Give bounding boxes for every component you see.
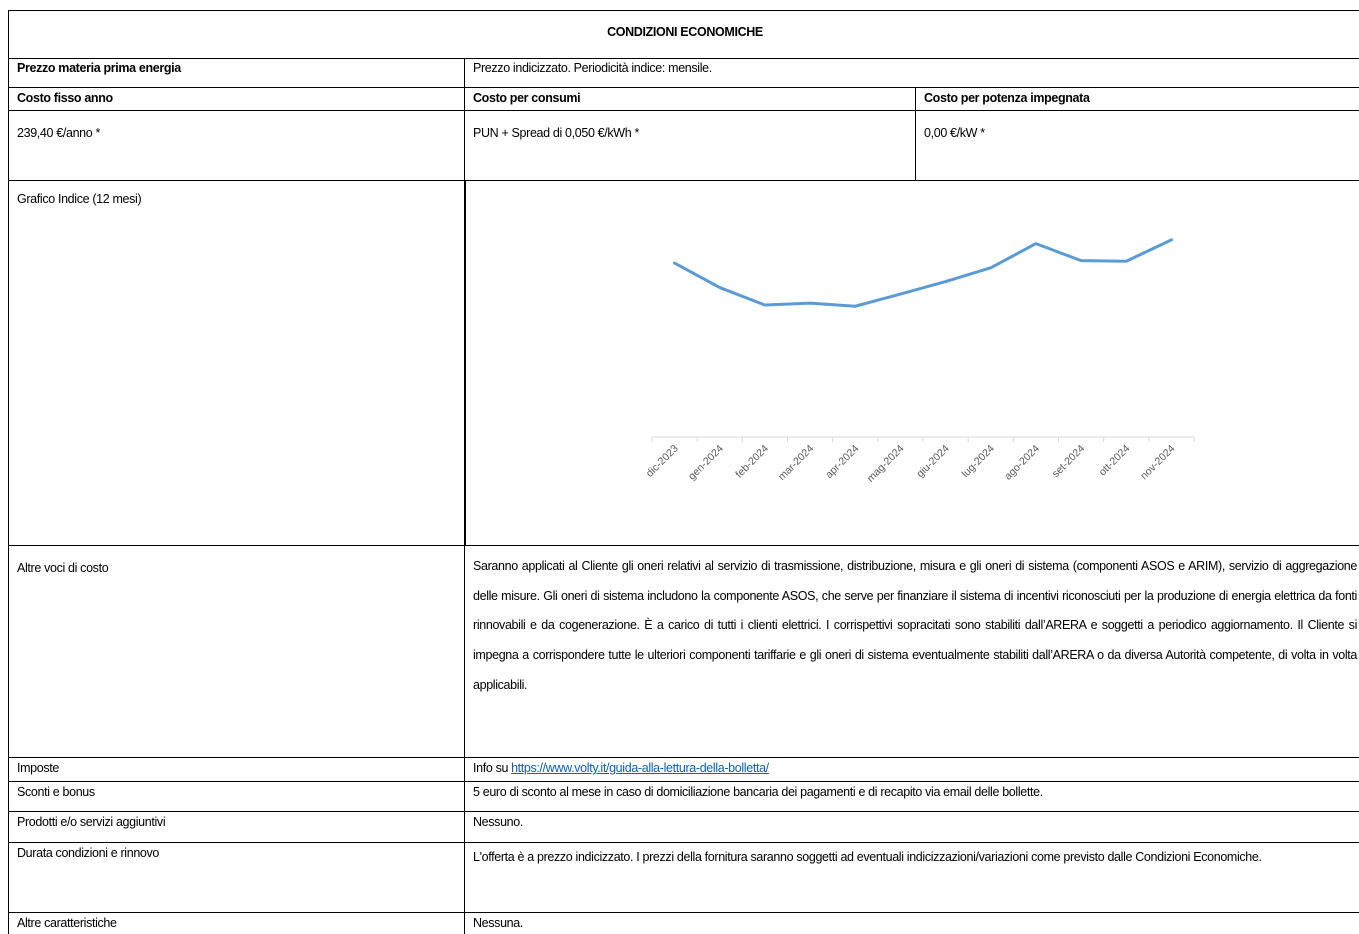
- row-value: Prezzo indicizzato. Periodicità indice: …: [464, 58, 1359, 87]
- x-tick-label: mar-2024: [776, 443, 816, 483]
- cost-value: PUN + Spread di 0,050 €/kWh *: [464, 110, 915, 180]
- x-tick-label: apr-2024: [823, 443, 861, 481]
- cost-value: 239,40 €/anno *: [8, 110, 464, 180]
- row-value: L'offerta è a prezzo indicizzato. I prez…: [464, 842, 1359, 912]
- row-value: Saranno applicati al Cliente gli oneri r…: [464, 545, 1359, 757]
- row-value: Nessuno.: [464, 811, 1359, 842]
- x-tick-label: dic-2023: [644, 443, 681, 480]
- row-label: Altre voci di costo: [8, 545, 464, 757]
- row-label: Durata condizioni e rinnovo: [8, 842, 464, 912]
- index-chart: dic-2023 gen-2024 feb-2024 mar-2024 apr-2024…: [644, 238, 1195, 485]
- link[interactable]: https://www.volty.it/guida-alla-lettura-…: [511, 761, 769, 775]
- row-label: Altre caratteristiche: [8, 912, 464, 934]
- x-tick-label: ott-2024: [1097, 443, 1133, 479]
- x-tick-label: nov-2024: [1138, 443, 1178, 483]
- index-line: [673, 238, 1173, 308]
- x-tick-label: set-2024: [1050, 443, 1087, 480]
- row-value: Info su https://www.volty.it/guida-alla-l…: [464, 757, 1359, 781]
- x-tick-label: giu-2024: [914, 443, 951, 480]
- x-tick-label: ago-2024: [1002, 443, 1042, 483]
- x-tick-label: lug-2024: [959, 443, 996, 480]
- column-header: Costo per consumi: [464, 87, 915, 110]
- row-label: Imposte: [8, 757, 464, 781]
- section-title: CONDIZIONI ECONOMICHE: [8, 10, 1359, 58]
- link-prefix: Info su: [473, 761, 509, 775]
- x-tick-label: feb-2024: [733, 443, 771, 481]
- row-label: Prodotti e/o servizi aggiuntivi: [8, 811, 464, 842]
- row-value: 5 euro di sconto al mese in caso di domi…: [464, 781, 1359, 811]
- column-header: Costo per potenza impegnata: [915, 87, 1359, 110]
- x-tick-label: mag-2024: [865, 443, 907, 485]
- chart-cell: dic-2023 gen-2024 feb-2024 mar-2024 apr-2024…: [464, 180, 1359, 545]
- row-label: Sconti e bonus: [8, 781, 464, 811]
- row-label: Grafico Indice (12 mesi): [8, 180, 464, 545]
- row-label: Prezzo materia prima energia: [8, 58, 464, 87]
- row-value: Nessuna.: [464, 912, 1359, 934]
- cost-value: 0,00 €/kW *: [915, 110, 1359, 180]
- x-tick-label: gen-2024: [686, 443, 726, 483]
- column-header: Costo fisso anno: [8, 87, 464, 110]
